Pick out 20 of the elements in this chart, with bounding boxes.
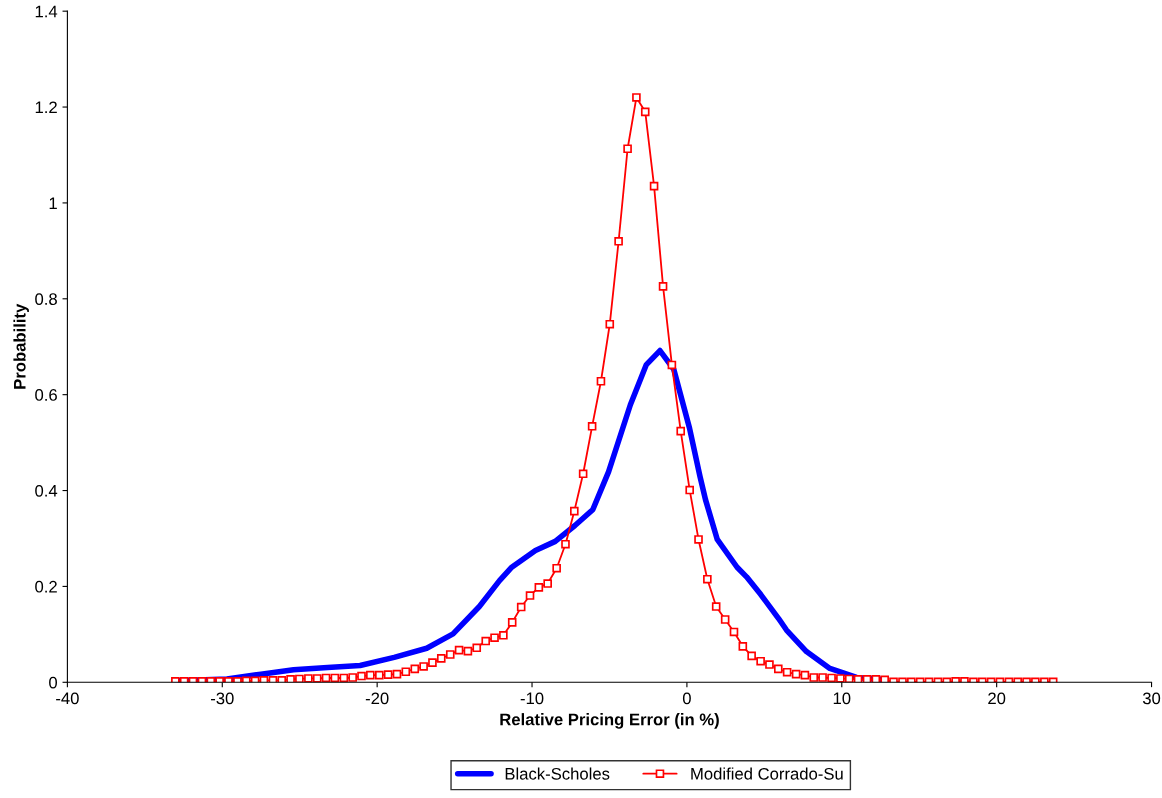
x-tick-label: 30: [1142, 692, 1161, 705]
y-tick-label: 0.8: [35, 293, 57, 305]
y-tick-label: 0: [49, 676, 58, 689]
legend-label: Black-Scholes: [505, 767, 610, 780]
y-tick-label: 1: [49, 197, 57, 209]
y-tick-label: 1.2: [35, 101, 57, 114]
legend-label: Modified Corrado-Su: [691, 767, 843, 780]
y-tick-label: 0.4: [35, 484, 58, 497]
y-axis-title: Probability: [13, 303, 29, 389]
y-tick-label: 1.4: [35, 5, 58, 18]
x-tick-label: -10: [520, 692, 544, 705]
y-tick-label: 0.6: [35, 389, 57, 401]
x-tick-label: 20: [988, 692, 1006, 705]
x-axis-title: Relative Pricing Error (in %): [500, 713, 719, 729]
x-tick-label: -40: [56, 692, 79, 705]
x-tick-label: -20: [365, 692, 389, 705]
y-tick-label: 0.2: [35, 580, 57, 593]
x-tick-label: -30: [210, 692, 234, 705]
x-tick-label: 0: [682, 692, 691, 705]
x-tick-label: 10: [833, 692, 851, 705]
